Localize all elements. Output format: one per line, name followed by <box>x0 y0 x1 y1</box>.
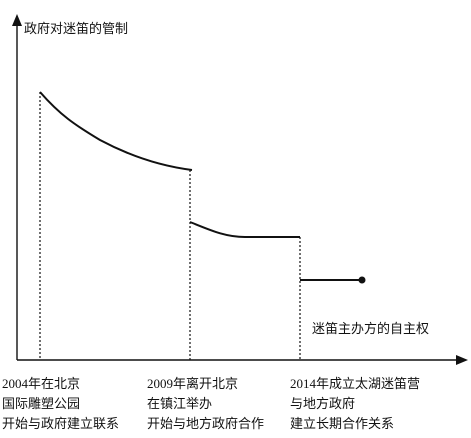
y-axis-arrow <box>12 14 22 26</box>
control-curve-2 <box>189 221 300 238</box>
event-line: 开始与地方政府合作 <box>147 416 264 431</box>
event-line: 2004年在北京 <box>2 376 80 391</box>
event-line: 建立长期合作关系 <box>290 416 394 431</box>
event-line: 开始与政府建立联系 <box>2 416 119 431</box>
control-curve-1 <box>39 91 193 171</box>
end-point <box>358 276 366 284</box>
y-axis-label: 政府对迷笛的管制 <box>24 21 128 36</box>
event-label: 2014年成立太湖迷笛营 与地方政府 建立长期合作关系 <box>290 376 420 431</box>
event-label: 2004年在北京 国际雕塑公园 开始与政府建立联系 <box>2 376 119 431</box>
event-line: 与地方政府 <box>290 396 355 411</box>
event-line: 2014年成立太湖迷笛营 <box>290 376 420 391</box>
event-label: 2009年离开北京 在镇江举办 开始与地方政府合作 <box>147 376 264 431</box>
annotation: 迷笛主办方的自主权 <box>312 321 429 336</box>
x-axis-arrow <box>456 355 468 365</box>
event-line: 2009年离开北京 <box>147 376 238 391</box>
event-line: 在镇江举办 <box>147 396 212 411</box>
event-line: 国际雕塑公园 <box>2 396 80 411</box>
